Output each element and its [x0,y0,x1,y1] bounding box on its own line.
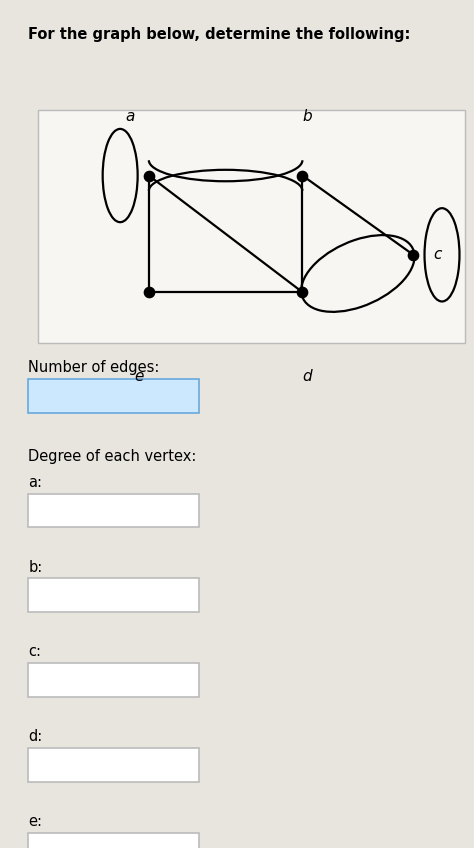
Point [410,248,417,261]
Text: e:: e: [28,814,43,829]
Text: a: a [125,109,135,124]
Point [145,285,153,299]
FancyBboxPatch shape [28,663,199,697]
FancyBboxPatch shape [28,379,199,413]
Text: d: d [302,370,312,384]
Text: e: e [135,370,144,384]
Point [299,169,306,182]
FancyBboxPatch shape [38,110,465,343]
FancyBboxPatch shape [28,833,199,848]
Text: Degree of each vertex:: Degree of each vertex: [28,449,197,465]
Text: b: b [302,109,312,124]
Text: c: c [433,248,441,262]
Point [145,169,153,182]
FancyBboxPatch shape [28,748,199,782]
FancyBboxPatch shape [28,578,199,612]
Text: a:: a: [28,475,43,490]
Text: d:: d: [28,729,43,745]
Text: For the graph below, determine the following:: For the graph below, determine the follo… [28,27,411,42]
Text: Number of edges:: Number of edges: [28,360,160,376]
Point [299,285,306,299]
FancyBboxPatch shape [28,494,199,527]
Text: c:: c: [28,644,41,660]
Text: b:: b: [28,560,43,575]
